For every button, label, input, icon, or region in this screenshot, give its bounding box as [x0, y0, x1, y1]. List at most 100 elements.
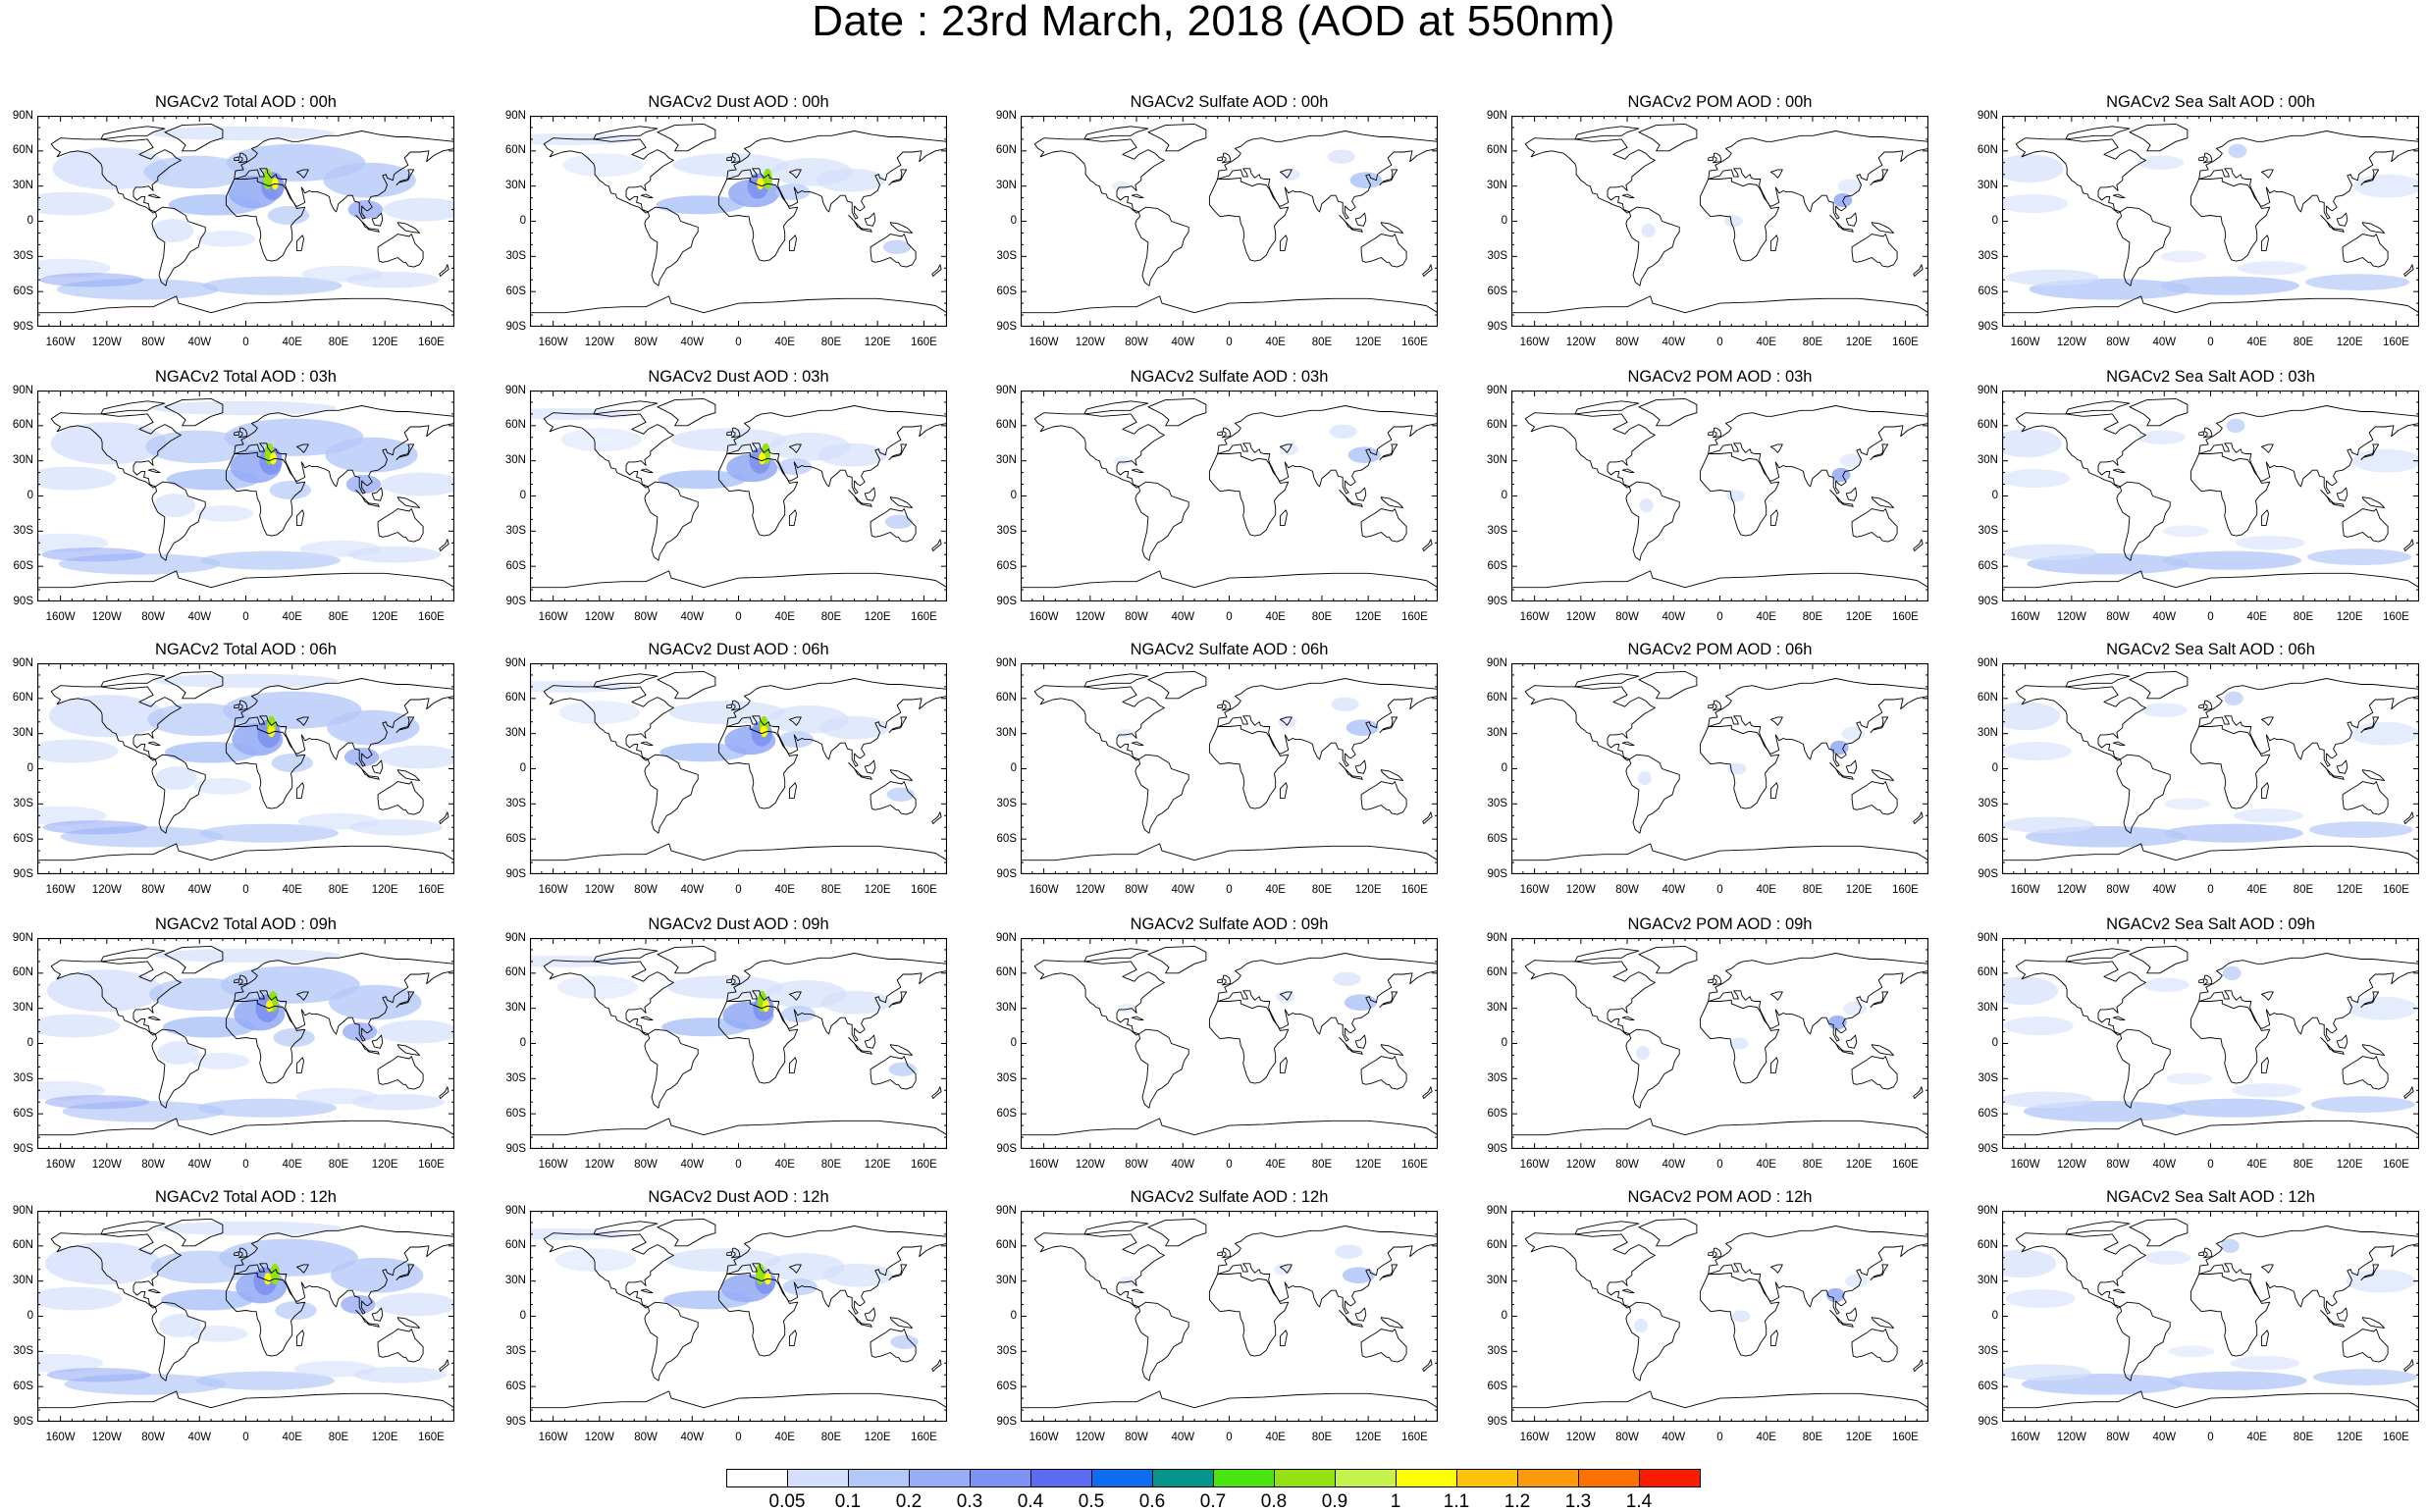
lon-tick-label: 120W	[1565, 1159, 1596, 1171]
lon-tick-label: 40W	[1171, 884, 1195, 896]
lat-tick-label: 60N	[1486, 1239, 1507, 1251]
lon-tick-label: 160E	[1400, 1159, 1428, 1171]
lon-tick-label: 120E	[2336, 884, 2363, 896]
coastline	[1851, 508, 1898, 543]
lat-tick-label: 30N	[12, 1002, 33, 1014]
lon-tick-label: 160W	[1519, 337, 1550, 348]
coastline	[1574, 673, 1640, 688]
lon-tick-label: 40E	[1756, 1432, 1776, 1443]
aod-plume	[342, 1022, 378, 1042]
aod-plume	[886, 787, 915, 802]
lon-tick-label: 80E	[328, 337, 349, 348]
panel-title: NGACv2 Dust AOD : 09h	[648, 915, 829, 933]
coastline	[2116, 206, 2171, 287]
aod-plume	[2002, 194, 2069, 214]
aod-plume	[1723, 215, 1743, 228]
lon-tick-label: 40E	[1265, 1159, 1286, 1171]
coastline	[1147, 397, 1207, 427]
coastline	[147, 741, 161, 747]
map-border	[530, 663, 947, 874]
coastline	[530, 570, 947, 601]
lon-tick-label: 80E	[2293, 337, 2314, 348]
aod-field	[1635, 1001, 1867, 1061]
aod-plume	[323, 162, 416, 198]
coastline	[295, 991, 309, 1001]
coastline	[1279, 443, 1293, 453]
coastline	[234, 978, 239, 983]
coastline	[1221, 427, 1232, 439]
aod-plume	[822, 1263, 893, 1287]
aod-plume	[37, 466, 117, 491]
aod-plume	[1329, 424, 1357, 439]
aod-plume	[2162, 550, 2302, 570]
coastline	[1769, 716, 1783, 726]
coastline	[2320, 1037, 2335, 1052]
coastline	[234, 1251, 239, 1256]
coastline	[396, 1044, 421, 1056]
world-map-sulfate	[1021, 116, 1438, 327]
aod-plume	[759, 452, 766, 465]
lat-tick-label: 30S	[996, 525, 1017, 537]
coastline	[50, 960, 182, 1036]
lon-tick-label: 0	[735, 337, 742, 348]
coastline	[717, 451, 799, 537]
coastline	[237, 974, 248, 986]
lat-tick-label: 60N	[12, 419, 33, 431]
aod-plume	[670, 428, 787, 452]
coastline	[1708, 1225, 1928, 1315]
coastline	[530, 1118, 947, 1149]
coastline	[1621, 1016, 1635, 1021]
lat-tick-label: 90S	[505, 868, 526, 880]
lon-tick-label: 160W	[1029, 1432, 1059, 1443]
lat-tick-label: 60S	[13, 286, 33, 297]
lon-tick-label: 80E	[1802, 611, 1823, 623]
lat-tick-label: 90S	[1487, 868, 1507, 880]
panel-title: NGACv2 Sulfate AOD : 06h	[1130, 641, 1329, 658]
lat-tick-label: 60S	[996, 1108, 1017, 1120]
coastline	[2198, 1251, 2204, 1256]
lon-tick-label: 120E	[1354, 1432, 1382, 1443]
coastline	[788, 991, 802, 1001]
lon-tick-label: 80W	[2106, 1432, 2130, 1443]
lat-tick-label: 90S	[13, 1416, 33, 1428]
lat-tick-label: 60S	[505, 1381, 526, 1392]
coastline	[1360, 508, 1407, 543]
lon-tick-label: 0	[1226, 884, 1233, 896]
coastline	[355, 762, 370, 777]
lat-tick-label: 60S	[13, 1108, 33, 1120]
coastline	[1033, 685, 1165, 761]
coastline	[295, 169, 309, 179]
aod-plume	[2002, 742, 2072, 761]
coastline	[1083, 126, 1149, 140]
aod-plume	[153, 494, 196, 517]
coastline	[889, 496, 914, 508]
map-border	[530, 391, 947, 601]
lat-tick-label: 60N	[504, 692, 526, 704]
aod-plume	[2005, 1289, 2076, 1309]
coastlines	[1511, 670, 1928, 874]
aod-plume	[48, 695, 165, 738]
lon-tick-label: 40W	[1662, 611, 1686, 623]
aod-plume	[1831, 467, 1851, 483]
coastline	[1350, 775, 1363, 780]
coastline	[1380, 769, 1404, 781]
aod-plume	[1278, 715, 1296, 728]
coastline	[1339, 1037, 1353, 1052]
panel-title: NGACv2 Total AOD : 09h	[155, 915, 337, 933]
lon-tick-label: 40E	[1265, 611, 1286, 623]
aod-plume	[818, 443, 888, 467]
lat-tick-label: 0	[519, 215, 526, 227]
lon-tick-label: 120W	[91, 337, 122, 348]
aod-plume	[2312, 1369, 2417, 1385]
coastline	[1511, 843, 1928, 874]
aod-plume	[2168, 1345, 2215, 1358]
coastline	[1221, 974, 1232, 986]
lon-tick-label: 0	[735, 884, 742, 896]
aod-plume	[2002, 1249, 2057, 1278]
aod-plume	[37, 1080, 105, 1100]
map-border	[37, 391, 454, 601]
aod-plume	[819, 715, 889, 740]
coastline	[396, 991, 415, 1008]
coastline	[2190, 177, 2271, 262]
coastline	[864, 487, 876, 501]
